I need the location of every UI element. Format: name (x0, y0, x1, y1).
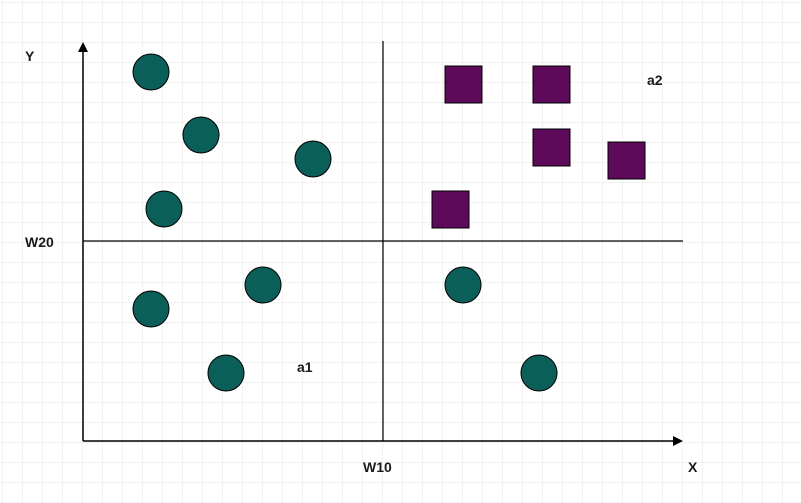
circle-markers (132, 53, 558, 392)
y-axis-label: Y (25, 48, 35, 64)
x-axis-label: X (688, 459, 698, 475)
square-marker (431, 190, 470, 229)
circle-marker (207, 354, 245, 392)
circle-marker (132, 53, 170, 91)
square-marker (532, 128, 571, 167)
circle-marker (182, 116, 220, 154)
w10-label: W10 (363, 459, 392, 475)
a1-label: a1 (297, 359, 313, 375)
circle-marker (132, 290, 170, 328)
circle-marker (444, 266, 482, 304)
circle-marker (244, 266, 282, 304)
square-markers (431, 65, 646, 229)
circle-marker (520, 354, 558, 392)
circle-marker (294, 140, 332, 178)
square-marker (532, 65, 571, 104)
circle-marker (145, 190, 183, 228)
square-marker (444, 65, 483, 104)
w20-label: W20 (25, 234, 54, 250)
a2-label: a2 (647, 72, 663, 88)
square-marker (607, 141, 646, 180)
